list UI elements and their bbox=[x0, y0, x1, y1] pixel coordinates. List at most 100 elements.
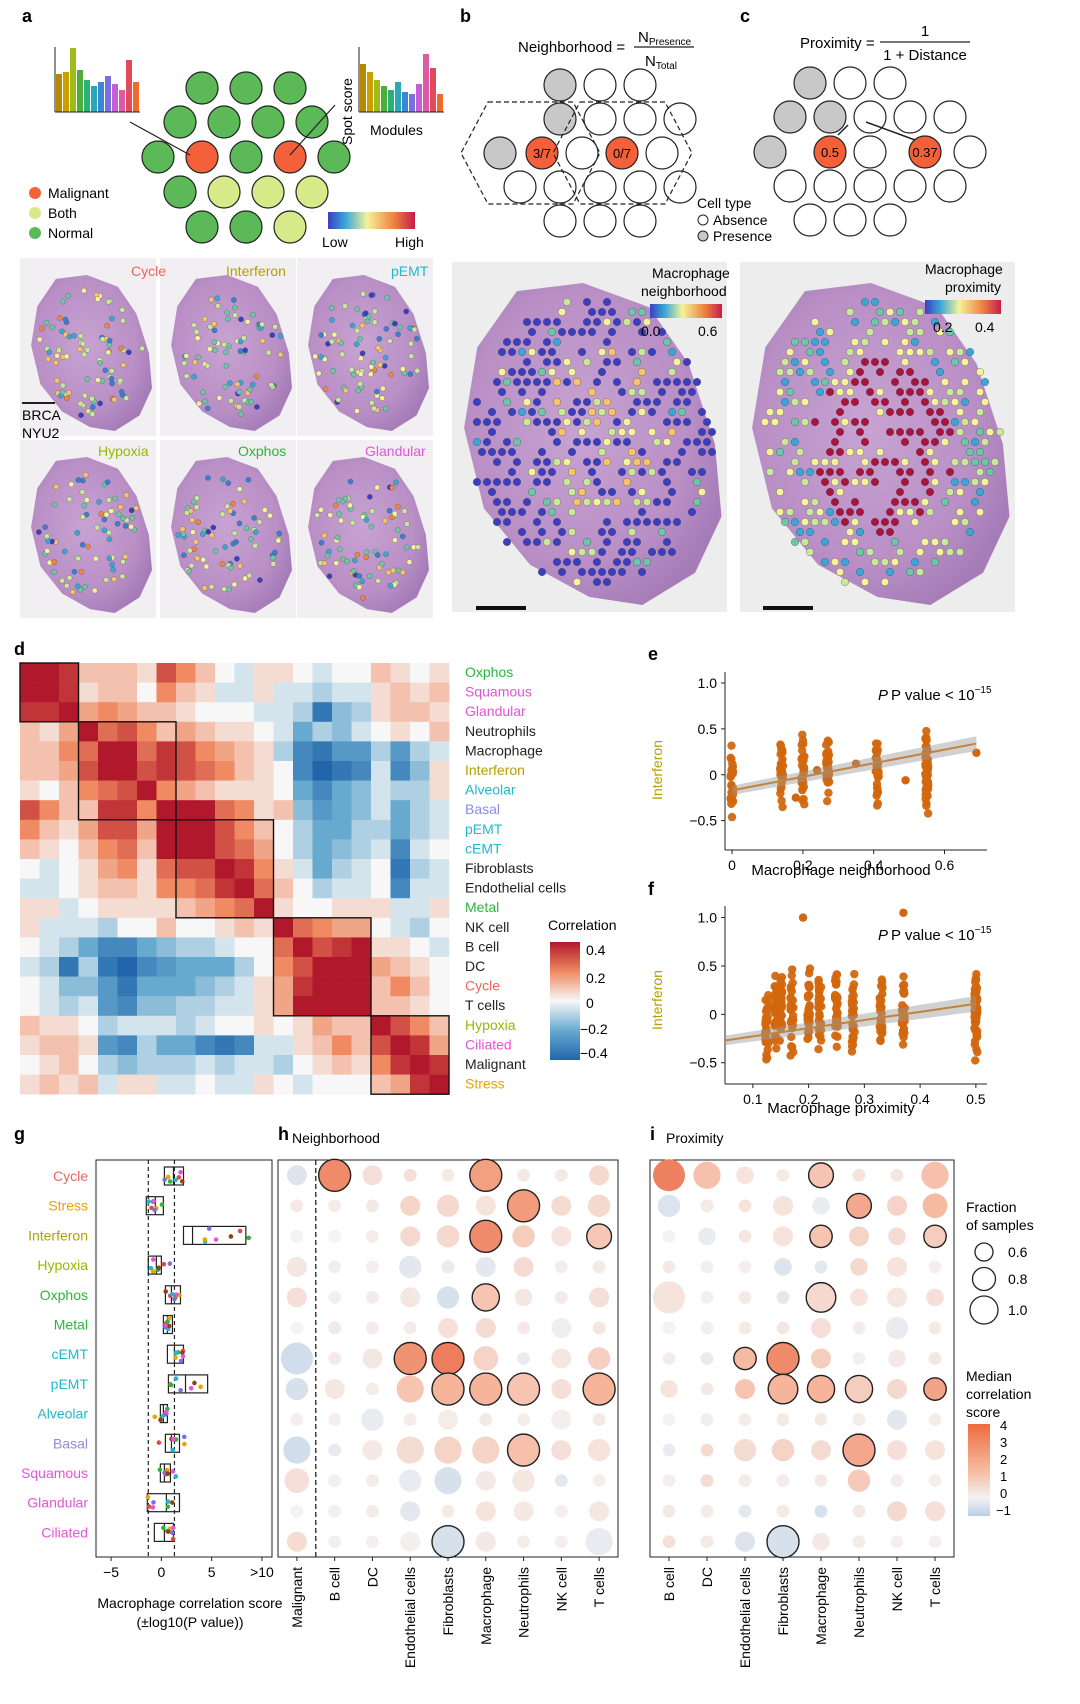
sample-point bbox=[150, 1505, 156, 1510]
heatmap-cell bbox=[371, 937, 391, 958]
tissue-spot bbox=[387, 338, 393, 344]
correlation-dot bbox=[513, 1256, 534, 1277]
map-spot bbox=[558, 568, 566, 576]
heatmap-cell bbox=[332, 957, 352, 977]
heatmap-cell bbox=[429, 1015, 450, 1036]
map-spot bbox=[951, 358, 959, 366]
tissue-spot bbox=[228, 398, 234, 404]
heatmap-cell bbox=[20, 1035, 40, 1056]
heatmap-cell bbox=[195, 859, 216, 879]
map-spot bbox=[538, 448, 546, 456]
tissue-spot bbox=[65, 293, 71, 299]
scatter-point bbox=[789, 1047, 798, 1057]
tissue-spot bbox=[81, 287, 87, 294]
heatmap-cell bbox=[156, 721, 177, 742]
map-spot bbox=[568, 468, 576, 476]
correlation-dot bbox=[814, 1504, 828, 1518]
sample-point bbox=[151, 1500, 156, 1505]
tissue-spot bbox=[207, 324, 213, 330]
correlation-dot bbox=[776, 1168, 790, 1182]
correlation-dot bbox=[400, 1531, 421, 1552]
module-histogram-left bbox=[54, 47, 140, 113]
correlation-dot bbox=[928, 1260, 942, 1274]
heatmap-cell bbox=[429, 819, 450, 840]
heatmap-cell bbox=[215, 721, 235, 742]
map-spot bbox=[896, 508, 904, 516]
correlation-dot bbox=[852, 1413, 866, 1426]
heatmap-cell bbox=[59, 1055, 79, 1075]
scatter-point bbox=[772, 1044, 781, 1053]
spot bbox=[163, 175, 197, 209]
heatmap-row-label: Alveolar bbox=[465, 782, 516, 798]
correlation-dot bbox=[812, 1532, 830, 1551]
macrophage-neighborhood-map bbox=[452, 262, 727, 612]
tissue-spot bbox=[353, 341, 360, 347]
scatter-point bbox=[877, 975, 887, 984]
tissue-spot bbox=[372, 308, 378, 315]
map-spot bbox=[831, 418, 839, 426]
heatmap-cell bbox=[312, 917, 333, 938]
heatmap-cell bbox=[215, 1055, 235, 1075]
map-spot bbox=[951, 478, 959, 486]
tissue-spot bbox=[69, 589, 76, 595]
spot bbox=[853, 100, 887, 134]
tissue-spot bbox=[270, 561, 277, 567]
scatter-point bbox=[775, 989, 784, 998]
heatmap-cell bbox=[293, 721, 313, 742]
map-spot bbox=[528, 468, 536, 476]
sample-point bbox=[173, 1376, 179, 1381]
map-spot bbox=[941, 498, 949, 506]
heatmap-cell bbox=[137, 663, 157, 683]
sample-point bbox=[161, 1261, 167, 1267]
spot bbox=[317, 140, 351, 174]
heatmap-cell bbox=[137, 839, 157, 860]
correlation-dot bbox=[431, 1341, 465, 1376]
map-spot bbox=[573, 438, 581, 446]
map-spot bbox=[623, 418, 631, 426]
map-spot bbox=[623, 458, 631, 466]
map-spot bbox=[791, 358, 799, 366]
map-spot bbox=[588, 308, 596, 316]
tissue-label-cycle: Cycle bbox=[131, 263, 166, 279]
heatmap-cell bbox=[332, 898, 352, 919]
tissue-spot bbox=[129, 515, 136, 521]
heatmap-cell bbox=[195, 819, 216, 840]
heatmap-cell bbox=[332, 721, 352, 742]
x-tick-label: 0.5 bbox=[966, 1091, 986, 1107]
map-spot bbox=[628, 548, 636, 556]
panel-label-d: d bbox=[14, 639, 25, 659]
map-spot bbox=[891, 318, 899, 326]
map-spot bbox=[598, 448, 606, 456]
map-spot bbox=[523, 398, 531, 406]
heatmap-cell bbox=[156, 682, 177, 703]
map-spot bbox=[916, 428, 924, 436]
heatmap-cell bbox=[234, 702, 255, 723]
heatmap-cell bbox=[195, 898, 216, 919]
x-tick-label: 0.1 bbox=[743, 1091, 763, 1107]
heatmap-cell bbox=[215, 996, 235, 1017]
heatmap-cell bbox=[156, 898, 177, 919]
sample-point bbox=[173, 1177, 178, 1183]
scatter-point bbox=[876, 1006, 885, 1015]
heatmap-cell bbox=[59, 702, 79, 723]
sample-point bbox=[198, 1384, 203, 1390]
scatter-point bbox=[775, 1018, 784, 1027]
heatmap-cell bbox=[98, 898, 118, 919]
map-spot bbox=[811, 458, 819, 466]
correlation-dot bbox=[434, 1436, 462, 1464]
heatmap-cell bbox=[273, 976, 294, 997]
correlation-dot bbox=[922, 1193, 948, 1219]
x-tick-label: 0.6 bbox=[935, 857, 955, 873]
heatmap-cell bbox=[195, 702, 216, 723]
map-spot bbox=[658, 548, 666, 556]
correlation-dot bbox=[662, 1352, 676, 1365]
map-spot bbox=[553, 498, 561, 506]
map-spot bbox=[663, 378, 671, 386]
heatmap-cell bbox=[254, 976, 274, 997]
correlation-dot bbox=[738, 1199, 752, 1213]
map-spot bbox=[638, 308, 646, 316]
map-spot bbox=[851, 518, 859, 526]
heatmap-cell bbox=[254, 937, 274, 958]
map-spot bbox=[856, 468, 864, 476]
map-c-title-1: Macrophage bbox=[925, 261, 1003, 277]
